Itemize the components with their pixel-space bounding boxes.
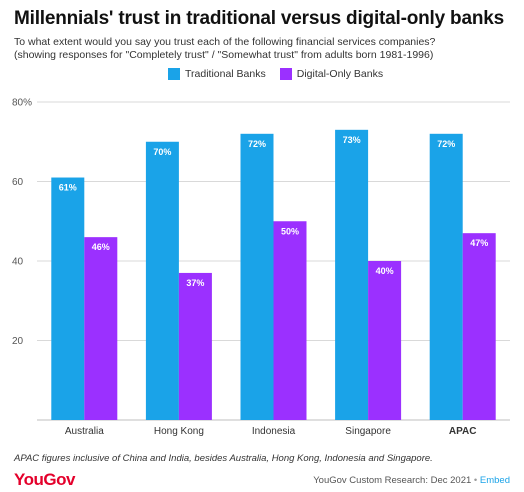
- subtitle-line-1: To what extent would you say you trust e…: [14, 36, 436, 48]
- legend-label-traditional: Traditional Banks: [185, 68, 266, 80]
- y-tick-label: 40: [12, 257, 24, 268]
- data-label: 37%: [186, 278, 204, 288]
- bar-traditional: [145, 141, 179, 420]
- bar-traditional: [429, 133, 463, 421]
- data-label: 72%: [248, 139, 266, 149]
- legend-label-digital: Digital-Only Banks: [296, 68, 384, 80]
- data-label: 72%: [437, 139, 455, 149]
- y-tick-label: 20: [12, 336, 24, 347]
- bar-traditional: [335, 129, 369, 420]
- chart-title: Millennials' trust in traditional versus…: [14, 8, 504, 29]
- footnote: APAC figures inclusive of China and Indi…: [14, 453, 433, 464]
- source-line: YouGov Custom Research: Dec 2021 • Embed: [313, 475, 510, 486]
- data-label: 61%: [59, 183, 77, 193]
- x-tick-label: APAC: [449, 426, 477, 437]
- chart-legend: Traditional Banks Digital-Only Banks: [168, 68, 383, 80]
- bar-digital: [178, 272, 212, 420]
- bar-digital: [462, 233, 496, 420]
- x-tick-label: Hong Kong: [154, 426, 204, 437]
- bar-chart: 20 40 60 80% 61% 46% Australia 70% 37% Hong Kong 7…: [12, 98, 510, 437]
- bar-traditional: [51, 177, 85, 420]
- legend-item-traditional: Traditional Banks: [168, 68, 266, 80]
- source-separator: •: [473, 475, 478, 486]
- data-label: 50%: [281, 226, 299, 236]
- yougov-logo: YouGov: [14, 470, 75, 489]
- y-tick-label: 80%: [12, 98, 32, 109]
- data-label: 73%: [343, 135, 361, 145]
- legend-swatch-digital: [279, 68, 292, 80]
- chart-subtitle: To what extent would you say you trust e…: [14, 36, 435, 62]
- data-label: 70%: [153, 147, 171, 157]
- bar-digital: [84, 237, 118, 420]
- bar-digital: [273, 221, 307, 420]
- x-tick-label: Indonesia: [252, 426, 296, 437]
- data-label: 46%: [92, 242, 110, 252]
- data-label: 40%: [376, 266, 394, 276]
- legend-item-digital: Digital-Only Banks: [279, 68, 384, 80]
- source-text: YouGov Custom Research: Dec 2021: [313, 475, 472, 486]
- x-tick-label: Singapore: [345, 426, 391, 437]
- legend-swatch-traditional: [168, 68, 180, 80]
- bar-traditional: [240, 133, 274, 421]
- data-label: 47%: [470, 238, 488, 248]
- bar-digital: [368, 261, 402, 420]
- x-tick-label: Australia: [65, 426, 104, 437]
- subtitle-line-2: (showing responses for "Completely trust…: [14, 49, 434, 61]
- y-tick-label: 60: [12, 177, 24, 188]
- embed-link[interactable]: Embed: [479, 475, 510, 486]
